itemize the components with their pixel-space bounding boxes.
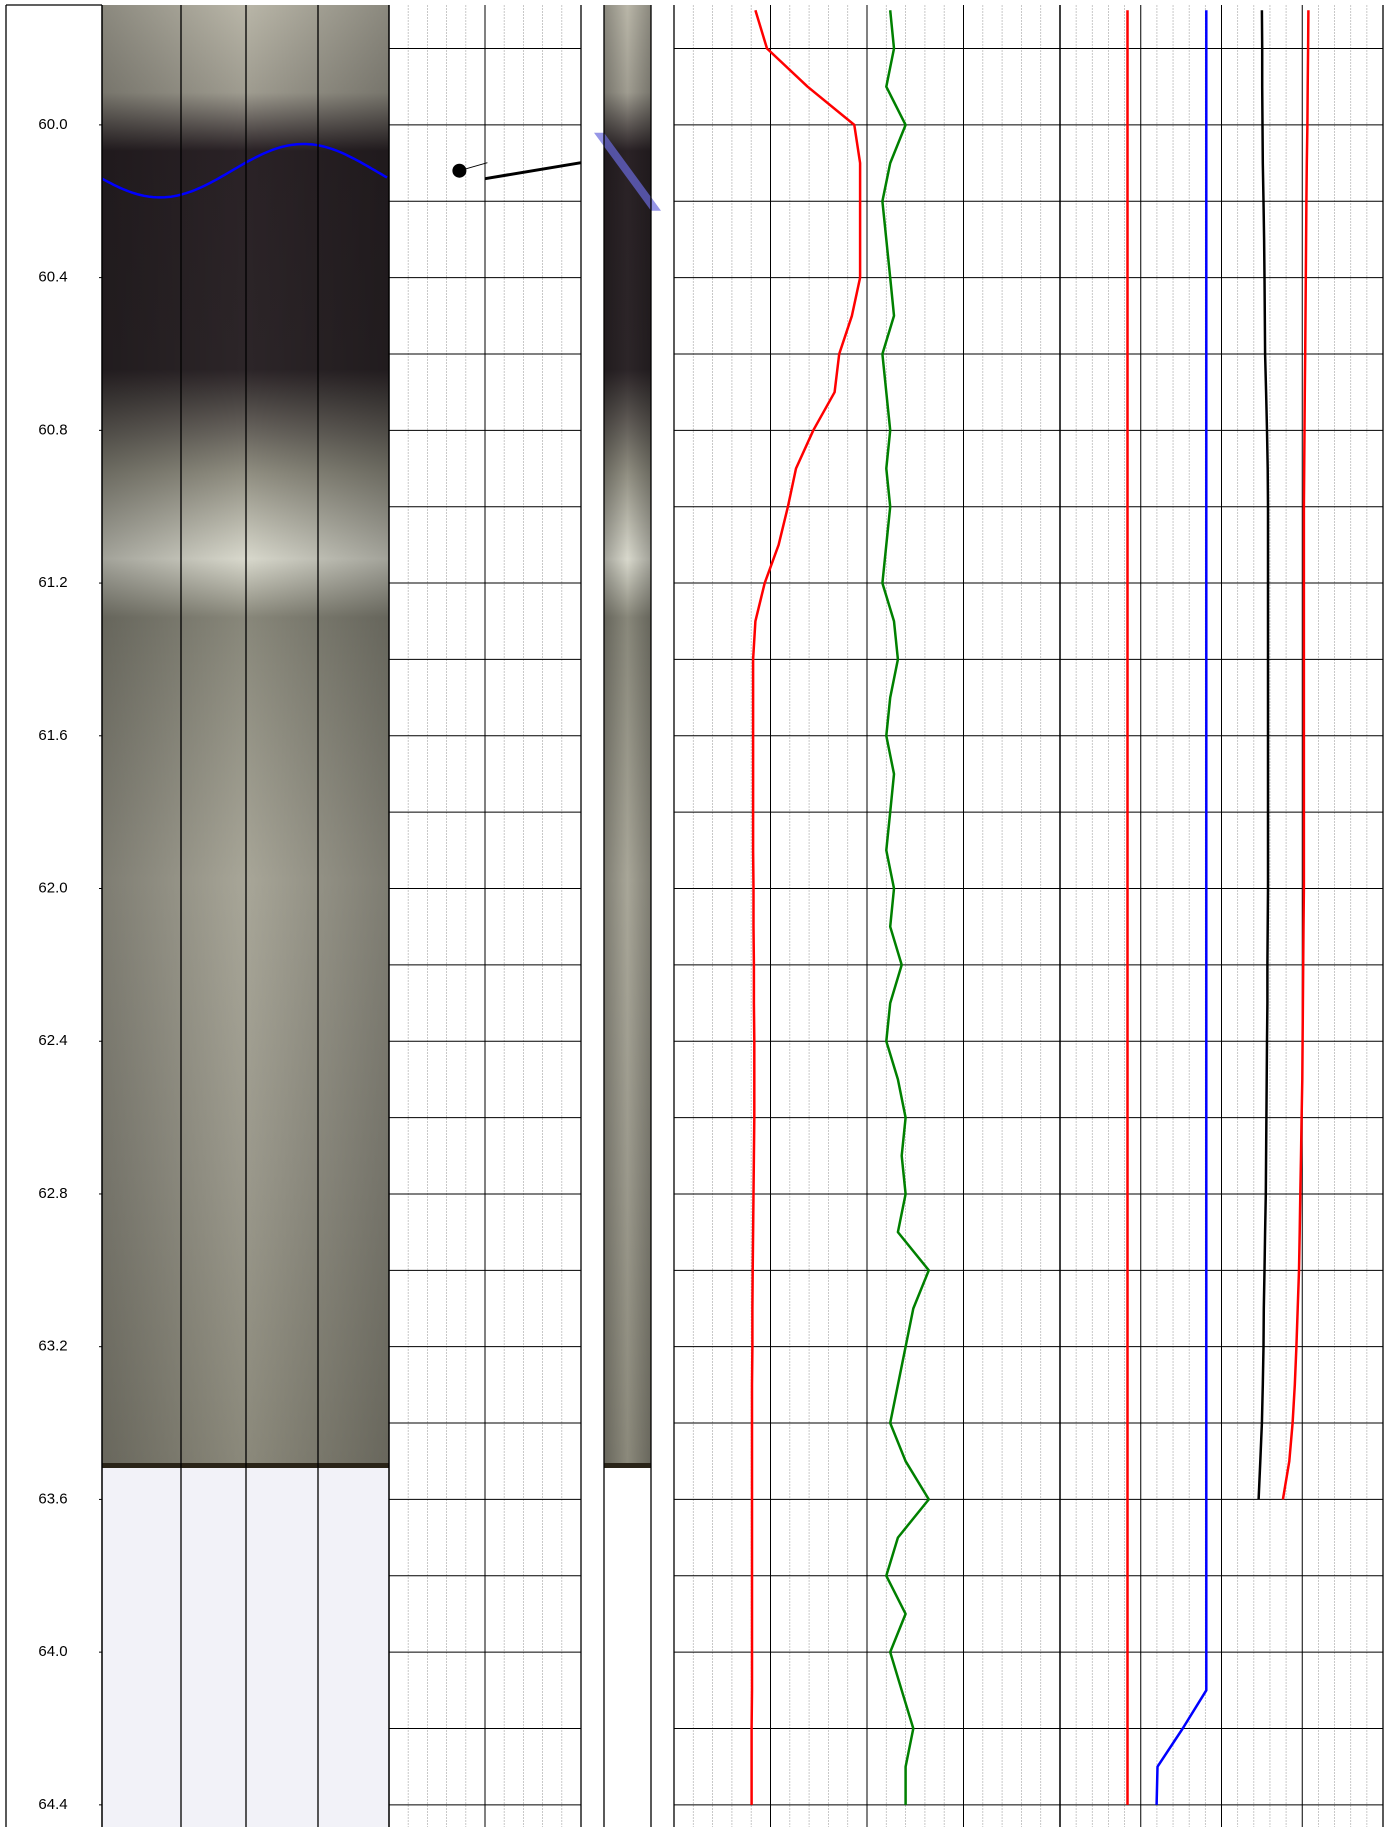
- log-curve: [881, 10, 931, 1805]
- sinusoid-marker: [594, 132, 661, 211]
- log-curve: [750, 9, 862, 1805]
- depth-label: 60.4: [38, 269, 67, 286]
- sinusoid: [101, 142, 388, 199]
- log-curve: [1281, 10, 1310, 1500]
- depth-label: 60.8: [38, 421, 67, 438]
- depth-label: 62.0: [38, 879, 67, 896]
- depth-label: 60.0: [38, 116, 67, 133]
- background: [102, 5, 651, 1827]
- depth-label: 62.8: [38, 1185, 67, 1202]
- tadpole: [452, 163, 467, 178]
- marks: [101, 9, 1310, 1805]
- frame: 60.0 60.4 60.8 61.2 61.6 62.0 62.4 62.8 63.2 63.6…: [5, 4, 1384, 1827]
- log-curve: [1257, 10, 1270, 1500]
- grid: [99, 5, 1383, 1827]
- depth-label: 62.4: [38, 1032, 67, 1049]
- thin-shade: [604, 5, 651, 1463]
- depth-label: 61.6: [38, 727, 67, 744]
- depth-label: 64.4: [38, 1796, 67, 1813]
- depth-label: 64.0: [38, 1643, 67, 1660]
- thin-end: [604, 1463, 651, 1468]
- depth-label: 63.6: [38, 1490, 67, 1507]
- depth-label: 63.2: [38, 1338, 67, 1355]
- tadpole-link: [484, 161, 582, 181]
- depth-label: 61.2: [38, 574, 67, 591]
- log-curve: [1155, 10, 1208, 1805]
